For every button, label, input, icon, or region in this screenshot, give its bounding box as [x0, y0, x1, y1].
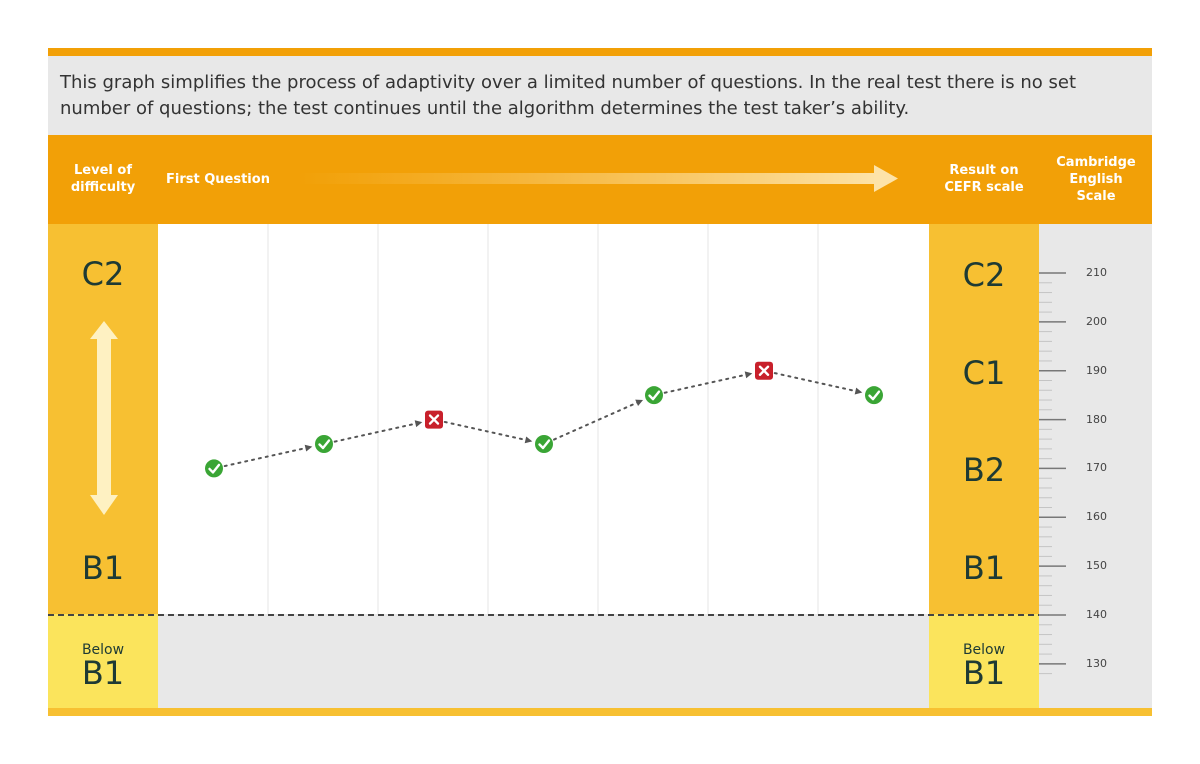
- intro-panel: This graph simplifies the process of ada…: [48, 56, 1152, 136]
- check-icon: [205, 459, 223, 478]
- chart-overlay: [48, 224, 1066, 675]
- cross-icon: [755, 361, 773, 380]
- first-question-label: First Question: [166, 172, 270, 187]
- left-difficulty-column: C2 B1: [48, 224, 158, 614]
- difficulty-range-arrow-icon: [90, 321, 118, 515]
- right-below-b1-band: Below B1: [929, 614, 1039, 708]
- left-below-b1-band: Below B1: [48, 614, 158, 708]
- right-level-b2: B2: [962, 451, 1006, 489]
- path-connector: [443, 420, 534, 443]
- cross-icon: [425, 410, 443, 429]
- progress-arrow-icon: [298, 165, 898, 192]
- chart-gridlines: [267, 224, 819, 614]
- right-below-label: Below: [962, 642, 1006, 658]
- path-connector: [553, 399, 645, 441]
- intro-text: This graph simplifies the process of ada…: [60, 72, 1077, 119]
- adaptivity-infographic: This graph simplifies the process of ada…: [48, 48, 1152, 716]
- right-level-c2: C2: [962, 256, 1006, 294]
- path-connector: [663, 372, 754, 394]
- path-arrowhead: [524, 436, 533, 444]
- path-arrowhead: [635, 399, 644, 407]
- scale-ruler: [1039, 272, 1066, 675]
- scale-tick-label: 190: [1086, 363, 1107, 377]
- check-icon: [535, 435, 553, 453]
- scale-tick-label: 140: [1086, 608, 1107, 621]
- scale-tick-label: 150: [1086, 559, 1107, 573]
- check-icon: [865, 386, 883, 405]
- check-icon: [645, 386, 663, 405]
- header-bar: Level of difficulty First Question Resul…: [48, 135, 1152, 224]
- level-of-difficulty-label: Level of difficulty: [70, 163, 136, 195]
- scale-tick-label: 160: [1086, 510, 1107, 524]
- left-below-label: Below: [81, 642, 125, 658]
- top-accent-bar: [48, 48, 1152, 56]
- scale-tick-label: 130: [1086, 656, 1107, 670]
- check-icon: [315, 435, 333, 453]
- left-level-c2: C2: [81, 255, 125, 293]
- cambridge-scale-column: [1039, 224, 1152, 708]
- answer-markers: [205, 361, 883, 478]
- result-on-cefr-label: Result on CEFR scale: [944, 163, 1024, 195]
- left-level-b1: B1: [81, 549, 125, 587]
- scale-tick-label: 210: [1086, 266, 1107, 279]
- path-arrowhead: [854, 387, 863, 395]
- chart-below-band: [158, 614, 929, 708]
- cambridge-scale-label: Cambridge English Scale: [1056, 155, 1136, 204]
- path-arrowhead: [414, 420, 423, 428]
- path-connector: [223, 445, 314, 468]
- scale-tick-label: 170: [1086, 461, 1107, 475]
- path-connector: [773, 372, 864, 394]
- answer-path: [223, 371, 864, 468]
- left-below-b1-label: B1: [81, 654, 125, 692]
- scale-tick-label: 180: [1086, 412, 1107, 426]
- path-arrowhead: [304, 444, 313, 452]
- right-level-b1: B1: [962, 549, 1006, 587]
- path-connector: [333, 421, 424, 443]
- right-below-b1-label: B1: [962, 654, 1006, 692]
- right-level-c1: C1: [962, 354, 1006, 392]
- bottom-accent-bar: [48, 708, 1152, 716]
- scale-tick-label: 200: [1086, 314, 1107, 328]
- right-cefr-column: C2 C1 B2 B1: [929, 224, 1039, 614]
- path-arrowhead: [744, 371, 753, 379]
- chart-area: [158, 224, 929, 614]
